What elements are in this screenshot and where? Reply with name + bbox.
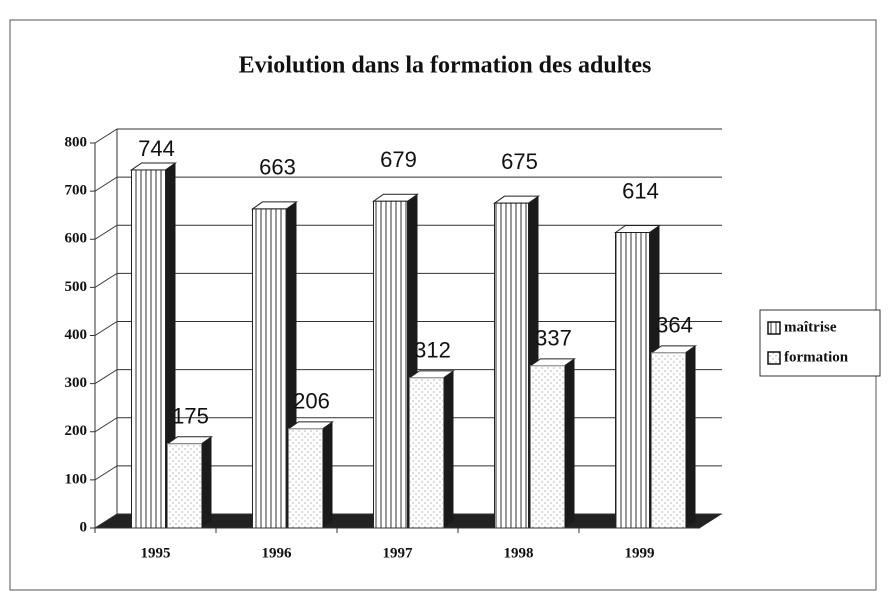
y-tick-label: 200 xyxy=(65,423,88,439)
bar xyxy=(409,377,444,529)
bar xyxy=(288,428,323,529)
grid-line xyxy=(94,513,118,529)
legend-swatch xyxy=(767,351,781,365)
bar xyxy=(373,200,408,529)
data-label: 663 xyxy=(259,155,296,180)
y-tick-label: 300 xyxy=(65,375,88,391)
grid-line xyxy=(94,417,118,433)
data-label: 614 xyxy=(622,178,659,203)
y-tick-label: 600 xyxy=(65,231,88,247)
y-tick-label: 0 xyxy=(80,519,88,535)
data-label: 312 xyxy=(414,338,451,363)
grid-line xyxy=(94,321,118,336)
legend-label: maîtrise xyxy=(784,319,837,335)
y-tick-label: 500 xyxy=(65,279,88,295)
grid-line xyxy=(94,465,118,481)
bar-side xyxy=(165,162,176,528)
x-tick-label: 1999 xyxy=(625,545,655,561)
y-tick-label: 400 xyxy=(65,327,88,343)
legend-swatch xyxy=(767,321,781,335)
bar xyxy=(615,232,650,529)
grid-line xyxy=(94,369,118,385)
data-label: 744 xyxy=(138,136,175,161)
bar xyxy=(651,352,686,529)
bar-side xyxy=(443,370,454,528)
bar xyxy=(494,202,529,529)
grid-line xyxy=(94,176,118,192)
legend-box xyxy=(759,309,881,377)
x-tick-label: 1998 xyxy=(504,545,534,561)
bar-side xyxy=(564,358,575,528)
grid-line xyxy=(94,272,118,288)
bar-side xyxy=(322,421,333,528)
legend-label: formation xyxy=(784,349,849,365)
data-label: 364 xyxy=(656,313,693,338)
data-label: 337 xyxy=(535,326,572,351)
x-tick-label: 1996 xyxy=(262,545,293,561)
bar xyxy=(530,365,565,529)
grid-line xyxy=(94,128,118,144)
x-tick-label: 1997 xyxy=(383,545,414,561)
bar-side xyxy=(685,345,696,528)
y-tick-label: 100 xyxy=(65,471,88,487)
data-label: 206 xyxy=(293,389,330,414)
frame xyxy=(9,19,877,591)
bar xyxy=(131,169,166,529)
x-tick-label: 1995 xyxy=(141,545,171,561)
chart-title: Eviolution dans la formation des adultes xyxy=(239,53,652,79)
bar-side xyxy=(201,436,212,528)
data-label: 175 xyxy=(172,404,209,429)
data-label: 679 xyxy=(380,147,417,172)
bar xyxy=(252,208,287,529)
data-label: 675 xyxy=(501,149,538,174)
y-tick-label: 700 xyxy=(65,183,88,199)
bar xyxy=(167,443,202,529)
y-tick-label: 800 xyxy=(65,134,88,150)
grid-line xyxy=(94,224,118,240)
